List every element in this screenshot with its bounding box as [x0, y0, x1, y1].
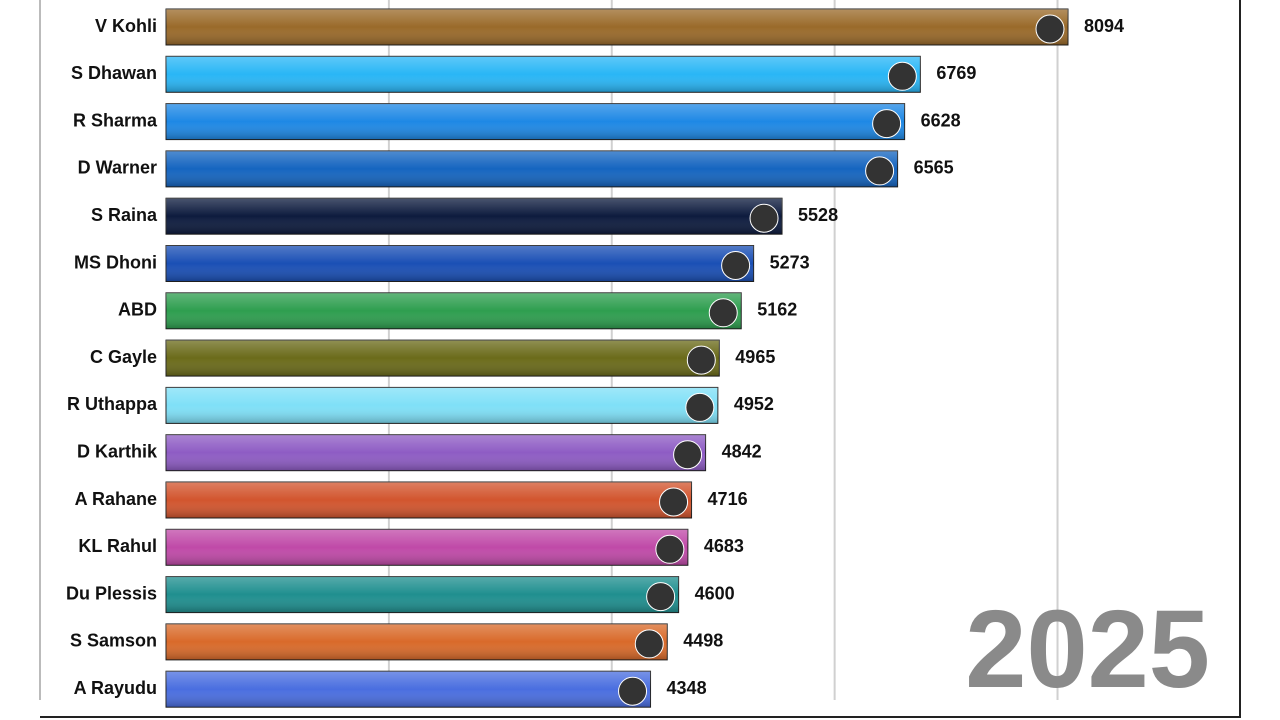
player-icon	[655, 534, 685, 564]
category-label: C Gayle	[90, 347, 157, 367]
category-label: ABD	[118, 300, 157, 320]
value-label: 4716	[708, 489, 748, 509]
bar-shade	[166, 150, 898, 187]
player-icon	[685, 392, 715, 422]
bars: V Kohli 8094 S Dhawan 6769 R Sharma 6628 D War…	[66, 8, 1124, 708]
bar-shade	[166, 387, 718, 424]
value-label: 5273	[770, 252, 810, 272]
value-label: 6628	[921, 110, 961, 130]
category-label: KL Rahul	[78, 536, 157, 556]
bar-shade	[166, 9, 1068, 45]
bar-shade	[166, 434, 706, 471]
player-icon	[618, 676, 648, 706]
bar-shade	[166, 482, 692, 518]
player-icon	[1035, 14, 1065, 44]
value-label: 4600	[695, 583, 735, 603]
player-icon	[686, 345, 716, 375]
bar-shade	[166, 292, 742, 329]
value-label: 4952	[734, 394, 774, 414]
value-label: 5162	[757, 300, 797, 320]
category-label: MS Dhoni	[74, 252, 157, 272]
player-icon	[887, 61, 917, 91]
player-icon	[673, 440, 703, 470]
value-label: 6565	[914, 158, 954, 178]
player-icon	[749, 203, 779, 233]
player-icon	[865, 156, 895, 186]
category-label: R Uthappa	[67, 394, 158, 414]
bar-shade	[166, 245, 754, 282]
category-label: D Warner	[78, 158, 157, 178]
category-label: Du Plessis	[66, 583, 157, 603]
bar-shade	[166, 103, 905, 140]
bar-shade	[166, 529, 688, 566]
category-label: S Raina	[91, 205, 158, 225]
category-label: S Samson	[70, 631, 157, 651]
category-label: A Rayudu	[74, 678, 157, 698]
bar-shade	[166, 198, 783, 235]
value-label: 4498	[683, 631, 723, 651]
bar-shade	[166, 340, 720, 377]
value-label: 6769	[936, 63, 976, 83]
bar-shade	[166, 56, 921, 93]
player-icon	[721, 251, 751, 280]
value-label: 8094	[1084, 16, 1124, 36]
bar-shade	[166, 576, 679, 613]
value-label: 4683	[704, 536, 744, 556]
player-icon	[708, 298, 738, 328]
category-label: S Dhawan	[71, 63, 157, 83]
bar-shade	[166, 671, 651, 708]
category-label: A Rahane	[75, 489, 157, 509]
category-label: V Kohli	[95, 16, 157, 36]
value-label: 5528	[798, 205, 838, 225]
player-icon	[872, 109, 902, 139]
player-icon	[634, 629, 664, 659]
player-icon	[646, 582, 676, 612]
value-label: 4842	[722, 441, 762, 461]
value-label: 4965	[735, 347, 775, 367]
player-icon	[659, 487, 689, 517]
value-label: 4348	[667, 678, 707, 698]
category-label: R Sharma	[73, 110, 158, 130]
category-label: D Karthik	[77, 441, 158, 461]
year-label: 2025	[965, 588, 1210, 711]
bar-shade	[166, 623, 668, 660]
